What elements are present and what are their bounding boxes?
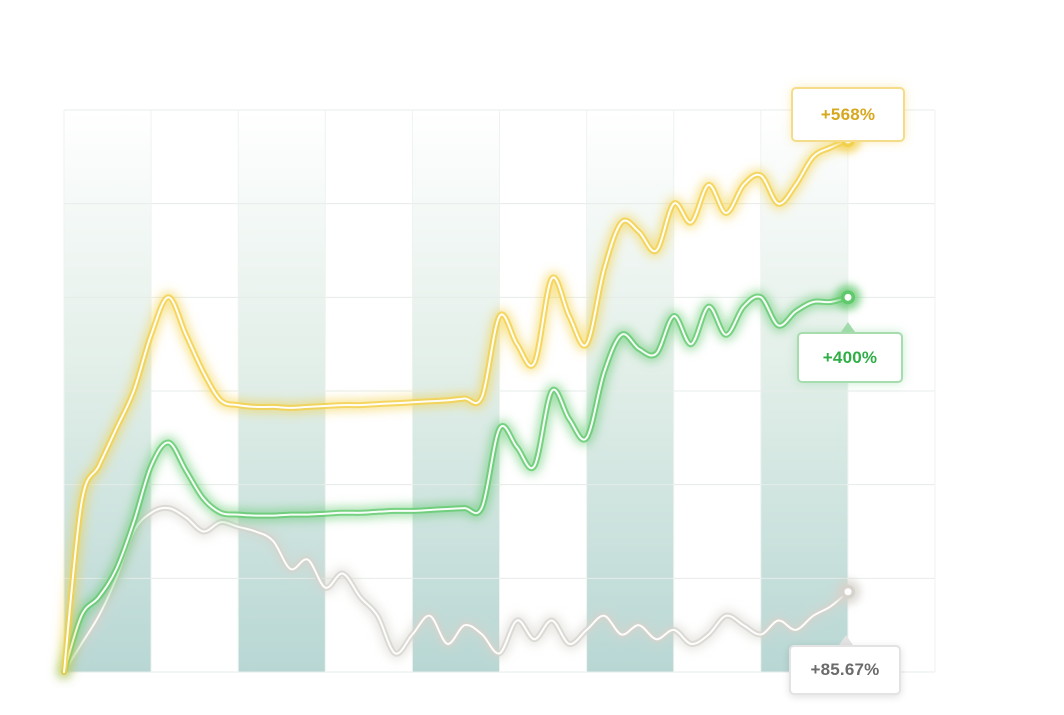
callout-notch-gray — [839, 635, 853, 645]
series-green — [58, 290, 854, 678]
callout-series-gold: +568% — [791, 87, 905, 142]
end-dot-green — [835, 284, 861, 311]
series-lines — [58, 134, 854, 678]
callout-label-gold: +568% — [820, 104, 876, 124]
series-gray — [58, 501, 854, 678]
callout-series-green: +400% — [797, 332, 903, 383]
series-core-gold — [63, 139, 849, 673]
end-dot-core-green — [844, 293, 852, 301]
end-dot-core-gray — [844, 588, 852, 596]
callout-label-gray: +85.67% — [810, 660, 880, 679]
callout-notch-green — [841, 322, 855, 332]
callout-series-gray: +85.67% — [789, 645, 901, 695]
series-core-green — [63, 295, 849, 673]
callout-label-green: +400% — [822, 347, 878, 367]
series-gold — [58, 134, 854, 678]
series-core-gray — [63, 506, 849, 673]
end-dot-gray — [835, 578, 861, 605]
